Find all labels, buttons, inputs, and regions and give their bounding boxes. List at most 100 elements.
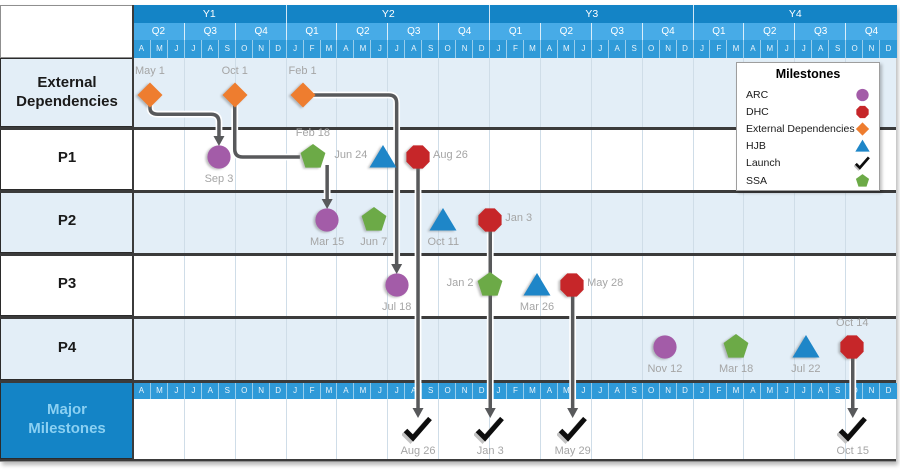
year-label: Y3 bbox=[489, 5, 694, 23]
row-separator bbox=[0, 380, 896, 383]
diamond-icon bbox=[290, 82, 316, 108]
mm-strip-month-label: S bbox=[217, 382, 236, 399]
mm-strip-month-label: O bbox=[641, 382, 660, 399]
quarter-label: Q1 bbox=[285, 23, 338, 40]
arrowhead-icon bbox=[213, 136, 225, 146]
row-header-external-dependencies: External Dependencies bbox=[0, 58, 134, 128]
circle-icon bbox=[207, 145, 231, 169]
milestone-arc bbox=[203, 141, 235, 173]
milestone-launch bbox=[402, 413, 434, 445]
milestone-ssa bbox=[720, 331, 752, 363]
row-band-5 bbox=[133, 399, 896, 459]
month-label: D bbox=[675, 40, 694, 58]
mm-strip-month-label: O bbox=[438, 382, 457, 399]
row-separator bbox=[0, 190, 896, 193]
quarter-label: Q4 bbox=[234, 23, 287, 40]
mm-strip-month-label: D bbox=[675, 382, 694, 399]
mm-strip-month-label: M bbox=[760, 382, 779, 399]
quarter-gridline bbox=[234, 58, 236, 459]
mm-strip-month-label: J bbox=[183, 382, 202, 399]
quarter-label: Q3 bbox=[183, 23, 236, 40]
header-divider bbox=[0, 1, 763, 2]
mm-strip-month-label: J bbox=[692, 382, 711, 399]
row-header-p4: P4 bbox=[0, 316, 134, 381]
month-label: S bbox=[828, 40, 847, 58]
month-label: J bbox=[370, 40, 389, 58]
legend-entry-ssa: SSA bbox=[737, 172, 879, 189]
milestone-dhc bbox=[836, 331, 868, 363]
milestone-hjb bbox=[790, 331, 822, 363]
milestone-date-label: Mar 26 bbox=[519, 301, 555, 313]
month-label: M bbox=[556, 40, 575, 58]
mm-strip-month-label: M bbox=[353, 382, 372, 399]
milestone-date-label: Jun 7 bbox=[360, 236, 388, 248]
connector-May1-to-Sep3 bbox=[148, 101, 221, 136]
month-label: M bbox=[726, 40, 745, 58]
month-label: A bbox=[743, 40, 762, 58]
month-label: F bbox=[506, 40, 524, 58]
quarter-label: Q4 bbox=[641, 23, 694, 40]
row-band-3 bbox=[133, 253, 896, 317]
milestone-date-label: May 28 bbox=[587, 277, 624, 289]
mm-strip-month-label: J bbox=[387, 382, 406, 399]
quarter-gridline bbox=[285, 58, 287, 459]
year-label: Y1 bbox=[133, 5, 286, 23]
month-label: J bbox=[285, 40, 304, 58]
milestone-date-label: Oct 15 bbox=[836, 445, 869, 457]
milestone-external-dependencies bbox=[219, 79, 251, 111]
month-label: A bbox=[133, 40, 150, 58]
mm-strip-month-label: O bbox=[234, 382, 253, 399]
month-label: M bbox=[149, 40, 168, 58]
diamond-icon bbox=[854, 120, 871, 137]
milestone-date-label: Jun 24 bbox=[334, 149, 368, 161]
milestone-date-label: May 1 bbox=[134, 65, 165, 77]
month-label: D bbox=[268, 40, 287, 58]
row-separator bbox=[0, 253, 896, 256]
mm-strip-month-label: J bbox=[166, 382, 185, 399]
quarter-gridline bbox=[845, 58, 847, 459]
month-label: J bbox=[183, 40, 202, 58]
header-divider bbox=[0, 0, 763, 1]
mm-strip-month-label: F bbox=[506, 382, 524, 399]
circle-icon bbox=[385, 273, 409, 297]
milestone-date-label: Mar 18 bbox=[718, 363, 754, 375]
mm-strip-month-label: J bbox=[590, 382, 609, 399]
mm-strip-month-label: N bbox=[251, 382, 270, 399]
row-band-4 bbox=[133, 316, 896, 383]
month-label: O bbox=[234, 40, 253, 58]
milestone-date-label: Oct 1 bbox=[221, 65, 248, 77]
milestone-date-label: Oct 14 bbox=[836, 317, 869, 329]
month-label: A bbox=[404, 40, 423, 58]
milestone-arc bbox=[381, 269, 413, 301]
milestone-date-label: Feb 18 bbox=[295, 127, 331, 139]
month-label: A bbox=[336, 40, 355, 58]
arrowhead-icon bbox=[567, 408, 579, 418]
triangle-icon bbox=[792, 335, 820, 358]
legend-entry-dhc: DHC bbox=[737, 103, 879, 120]
legend-entry-arc: ARC bbox=[737, 86, 879, 103]
month-label: D bbox=[879, 40, 897, 58]
pentagon-icon bbox=[361, 207, 387, 231]
milestone-hjb bbox=[427, 204, 459, 236]
row-band-2 bbox=[133, 190, 896, 254]
mm-strip-month-label: F bbox=[302, 382, 321, 399]
quarter-label: Q2 bbox=[133, 23, 184, 40]
mm-strip-month-label: D bbox=[879, 382, 897, 399]
month-label: A bbox=[607, 40, 626, 58]
mm-strip-month-label: N bbox=[862, 382, 881, 399]
check-icon bbox=[402, 416, 432, 445]
legend-entry-hjb: HJB bbox=[737, 138, 879, 155]
milestone-date-label: Jan 3 bbox=[476, 445, 504, 457]
diamond-icon bbox=[137, 82, 163, 108]
quarter-gridline bbox=[692, 58, 694, 459]
quarter-label: Q1 bbox=[489, 23, 541, 40]
triangle-icon bbox=[369, 145, 397, 168]
pentagon-icon bbox=[477, 272, 502, 296]
month-label: A bbox=[811, 40, 830, 58]
arrowhead-icon bbox=[321, 199, 333, 209]
mm-strip-month-label: M bbox=[726, 382, 745, 399]
milestone-date-label: Oct 11 bbox=[427, 236, 460, 248]
legend-entry-label: SSA bbox=[746, 174, 768, 187]
connector-Feb1-to-Jul18 bbox=[310, 93, 399, 264]
check-icon bbox=[836, 416, 867, 445]
